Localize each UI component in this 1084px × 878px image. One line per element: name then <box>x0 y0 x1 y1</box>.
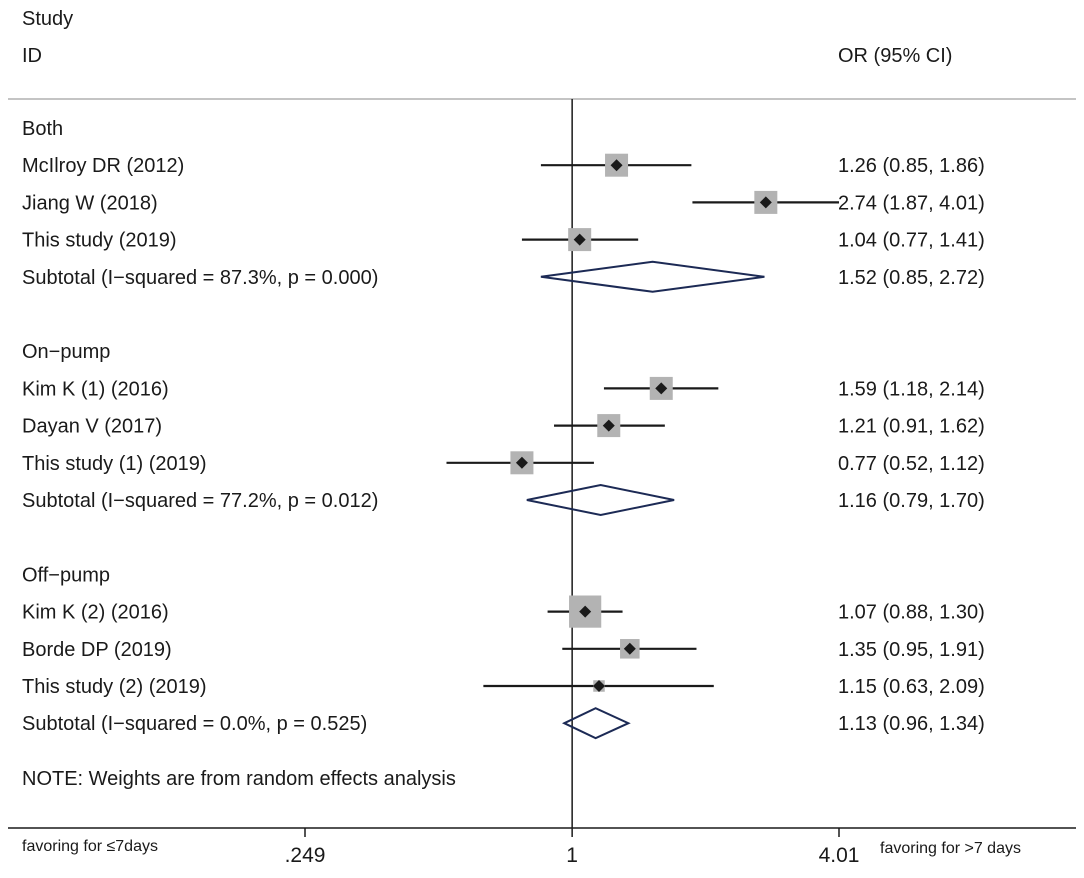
study-row: Dayan V (2017) 1.21 (0.91, 1.62) <box>22 414 985 438</box>
point-estimate <box>759 196 772 209</box>
subtotal-label: Subtotal (I−squared = 87.3%, p = 0.000) <box>22 267 378 289</box>
effect-text: 2.74 (1.87, 4.01) <box>838 192 985 214</box>
study-label: This study (2) (2019) <box>22 676 207 698</box>
forest-rows: Both McIlroy DR (2012) 1.26 (0.85, 1.86) Ji… <box>22 99 985 828</box>
study-row: McIlroy DR (2012) 1.26 (0.85, 1.86) <box>22 153 985 177</box>
subtotal-effect-text: 1.13 (0.96, 1.34) <box>838 713 985 735</box>
x-tick-label: .249 <box>285 844 326 867</box>
study-label: This study (2019) <box>22 230 177 252</box>
study-row: Kim K (2) (2016) 1.07 (0.88, 1.30) <box>22 595 985 628</box>
subtotal-row: Subtotal (I−squared = 0.0%, p = 0.525) 1.… <box>22 707 985 740</box>
effect-text: 1.26 (0.85, 1.86) <box>838 155 985 177</box>
study-row: This study (2) (2019) 1.15 (0.63, 2.09) <box>22 676 985 698</box>
effect-text: 1.15 (0.63, 2.09) <box>838 676 985 698</box>
study-label: McIlroy DR (2012) <box>22 155 184 177</box>
study-label: Dayan V (2017) <box>22 416 162 438</box>
x-tick-label: 1 <box>566 844 578 867</box>
study-row: Kim K (1) (2016) 1.59 (1.18, 2.14) <box>22 376 985 400</box>
group-label: On−pump <box>22 341 110 363</box>
subtotal-label: Subtotal (I−squared = 77.2%, p = 0.012) <box>22 490 378 512</box>
effect-text: 1.04 (0.77, 1.41) <box>838 230 985 252</box>
subtotal-diamond <box>561 707 631 740</box>
study-label: Borde DP (2019) <box>22 639 172 661</box>
effect-text: 1.21 (0.91, 1.62) <box>838 416 985 438</box>
point-estimate <box>610 159 623 172</box>
x-tick-label: 4.01 <box>819 844 860 867</box>
x-axis: .249 1 4.01 <box>8 827 1076 867</box>
point-estimate <box>593 680 606 692</box>
header-effect: OR (95% CI) <box>838 45 952 67</box>
group-label: Off−pump <box>22 564 110 586</box>
footer-left-label: favoring for ≤7days <box>22 838 158 855</box>
study-label: Kim K (1) (2016) <box>22 378 169 400</box>
point-estimate <box>623 642 636 655</box>
subtotal-label: Subtotal (I−squared = 0.0%, p = 0.525) <box>22 713 367 735</box>
effect-text: 1.35 (0.95, 1.91) <box>838 639 985 661</box>
study-label: Kim K (2) (2016) <box>22 602 169 624</box>
subtotal-effect-text: 1.52 (0.85, 2.72) <box>838 267 985 289</box>
subtotal-diamond <box>526 483 675 517</box>
point-estimate <box>573 233 586 246</box>
subtotal-diamond <box>540 260 765 293</box>
point-estimate <box>602 419 615 432</box>
group-label: Both <box>22 118 63 140</box>
subtotal-row: Subtotal (I−squared = 77.2%, p = 0.012) 1… <box>22 483 985 517</box>
study-row: This study (2019) 1.04 (0.77, 1.41) <box>22 228 985 252</box>
point-estimate <box>655 382 668 395</box>
subtotal-row: Subtotal (I−squared = 87.3%, p = 0.000) 1… <box>22 260 985 293</box>
effect-text: 0.77 (0.52, 1.12) <box>838 453 985 475</box>
header-id: ID <box>22 45 42 67</box>
study-row: Borde DP (2019) 1.35 (0.95, 1.91) <box>22 639 985 661</box>
weights-note: NOTE: Weights are from random effects an… <box>22 768 456 790</box>
point-estimate <box>515 456 528 469</box>
header-study: Study <box>22 8 73 30</box>
effect-text: 1.07 (0.88, 1.30) <box>838 602 985 624</box>
study-row: Jiang W (2018) 2.74 (1.87, 4.01) <box>22 190 985 214</box>
subtotal-effect-text: 1.16 (0.79, 1.70) <box>838 490 985 512</box>
study-label: This study (1) (2019) <box>22 453 207 475</box>
point-estimate <box>579 605 592 618</box>
study-row: This study (1) (2019) 0.77 (0.52, 1.12) <box>22 451 985 475</box>
footer-right-label: favoring for >7 days <box>880 840 1021 857</box>
effect-text: 1.59 (1.18, 2.14) <box>838 378 985 400</box>
study-label: Jiang W (2018) <box>22 192 158 214</box>
